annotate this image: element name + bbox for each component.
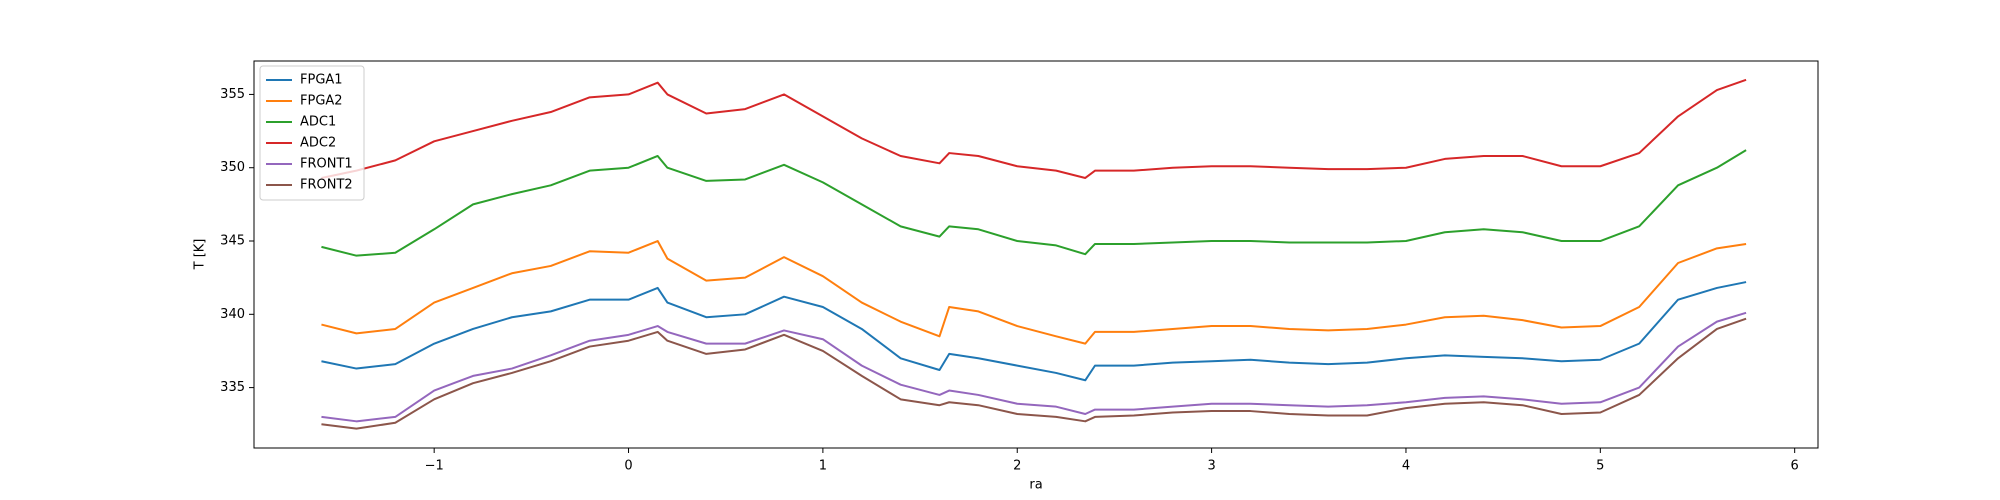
y-tick-label: 340 — [220, 307, 245, 322]
y-tick-label: 345 — [220, 234, 245, 249]
x-axis-label: ra — [1029, 478, 1042, 493]
line-series — [321, 78, 1747, 179]
legend-label: FPGA1 — [300, 73, 343, 88]
legend-label: ADC2 — [300, 136, 336, 151]
legend-label: FRONT2 — [300, 178, 353, 193]
x-tick-label: 5 — [1596, 459, 1604, 474]
line-series — [321, 149, 1747, 257]
y-tick-label: 335 — [220, 380, 245, 395]
legend-label: FRONT1 — [300, 157, 353, 172]
y-axis-label: T [K] — [193, 239, 208, 271]
x-tick-label: 1 — [819, 459, 827, 474]
line-series — [321, 317, 1747, 430]
legend: FPGA1 FPGA2 ADC1 ADC2 FRONT1 FRONT2 — [259, 65, 365, 201]
line-series — [321, 311, 1747, 423]
x-tick-label: 6 — [1791, 459, 1799, 474]
legend-box — [259, 65, 365, 201]
legend-label: FPGA2 — [300, 94, 343, 109]
x-tick-label: −1 — [425, 459, 444, 474]
line-series — [321, 240, 1747, 345]
x-tick-label: 3 — [1207, 459, 1215, 474]
line-series — [321, 281, 1747, 382]
x-tick-label: 2 — [1013, 459, 1021, 474]
y-tick-label: 355 — [220, 87, 245, 102]
x-tick-label: 0 — [624, 459, 632, 474]
y-tick-label: 350 — [220, 160, 245, 175]
plot-frame — [253, 60, 1819, 449]
x-tick-label: 4 — [1402, 459, 1410, 474]
legend-label: ADC1 — [300, 115, 336, 130]
